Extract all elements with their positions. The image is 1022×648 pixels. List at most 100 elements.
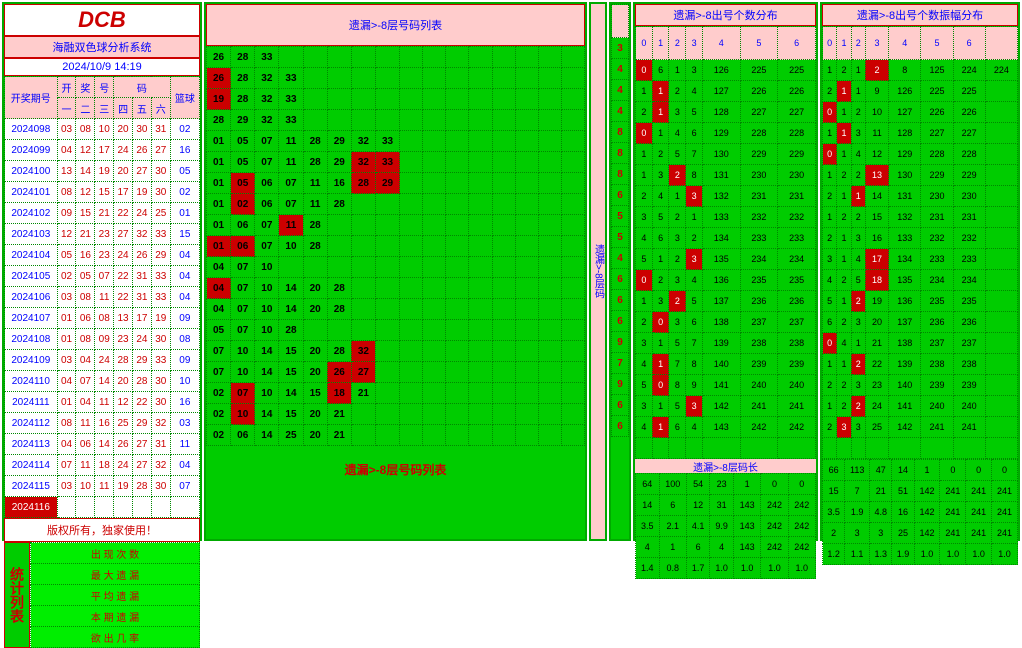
draw-num: 21 (95, 203, 114, 224)
stat-cell: 143 (733, 537, 760, 558)
mid-cell: 11 (279, 152, 303, 173)
dist-cell: 241 (740, 396, 778, 417)
dist-cell: 126 (702, 60, 740, 81)
mid-cell (492, 131, 515, 152)
mid-cell (469, 215, 492, 236)
dist-cell: 0 (636, 123, 653, 144)
dist-cell: 3 (686, 249, 703, 270)
mid-cell: 07 (207, 362, 231, 383)
dist-cell: 226 (740, 81, 778, 102)
dist-col-header: 4 (889, 27, 921, 60)
dist-cell: 1 (823, 123, 837, 144)
mid-cell: 28 (231, 47, 255, 68)
draw-num (132, 497, 151, 518)
draw-num: 31 (132, 287, 151, 308)
mid-cell: 01 (207, 194, 231, 215)
dist-cell: 229 (778, 144, 816, 165)
mid-cell (446, 320, 469, 341)
dist-cell: 4 (686, 270, 703, 291)
stat-cell: 1.0 (940, 544, 966, 565)
blue-ball: 11 (170, 434, 199, 455)
mid-cell (400, 152, 423, 173)
stat-cell: 241 (940, 523, 966, 544)
dist-cell: 231 (740, 186, 778, 207)
mid-cell: 21 (351, 383, 375, 404)
draw-num: 16 (95, 413, 114, 434)
draw-table: 开奖期号 开 奖 号 码 篮球 一二三四五六 20240980308102030… (4, 76, 200, 518)
dist-cell: 7 (686, 144, 703, 165)
dist-cell: 241 (953, 417, 985, 438)
period-id: 2024107 (5, 308, 58, 329)
dist-cell: 2 (669, 249, 686, 270)
mid-cell (492, 362, 515, 383)
dist-cell: 1 (636, 81, 653, 102)
draw-num: 26 (132, 245, 151, 266)
mid-cell (351, 299, 375, 320)
dist-cell: 229 (953, 165, 985, 186)
mid-cell (351, 404, 375, 425)
mid-cell (423, 278, 446, 299)
narrow-cell: 6 (612, 269, 629, 290)
dist-cell: 5 (686, 291, 703, 312)
period-id: 2024104 (5, 245, 58, 266)
dist-cell: 2 (636, 312, 653, 333)
mid-cell (561, 110, 584, 131)
col-header: 六 (151, 98, 170, 119)
mid-cell (538, 47, 561, 68)
dist-cell: 240 (778, 375, 816, 396)
blue-ball: 09 (170, 350, 199, 371)
dist-cell: 225 (778, 60, 816, 81)
dist-cell: 2 (851, 165, 865, 186)
dist-cell: 139 (702, 333, 740, 354)
mid-cell: 20 (303, 299, 327, 320)
mid-cell (423, 236, 446, 257)
stat-cell: 4 (636, 537, 660, 558)
mid-cell: 10 (255, 383, 279, 404)
dist-col-header: 2 (669, 27, 686, 60)
dist-cell: 8 (889, 60, 921, 81)
mid-cell: 28 (327, 194, 351, 215)
mid-cell: 26 (207, 68, 231, 89)
mid-cell (351, 194, 375, 215)
mid-cell (561, 194, 584, 215)
dist-cell: 241 (778, 396, 816, 417)
draw-num: 14 (76, 161, 95, 182)
mid-cell: 33 (279, 110, 303, 131)
blue-ball: 15 (170, 224, 199, 245)
dist-cell: 6 (652, 228, 669, 249)
mid-cell: 07 (231, 257, 255, 278)
mid-cell (423, 383, 446, 404)
dist-cell: 1 (837, 291, 851, 312)
stat-row-label: 平 均 遗 漏 (31, 585, 200, 606)
mid-cell (561, 404, 584, 425)
dist-cell: 1 (851, 60, 865, 81)
mid-cell: 15 (279, 404, 303, 425)
dist-cell: 242 (778, 417, 816, 438)
mid-cell: 05 (231, 173, 255, 194)
draw-num: 11 (95, 392, 114, 413)
draw-num: 04 (57, 140, 76, 161)
stat-cell: 64 (636, 474, 660, 495)
dist-cell: 21 (865, 333, 888, 354)
mid-cell (492, 383, 515, 404)
draw-num: 13 (114, 308, 133, 329)
dist2-title: 遗漏>-8出号个数振幅分布 (822, 4, 1018, 26)
stat-cell: 142 (914, 502, 940, 523)
dist-cell: 234 (778, 249, 816, 270)
mid-cell (400, 278, 423, 299)
mid-cell (561, 362, 584, 383)
dist-cell: 2 (823, 81, 837, 102)
mid-cell (446, 278, 469, 299)
mid-cell: 32 (255, 68, 279, 89)
mid-cell (375, 89, 399, 110)
mid-cell: 28 (327, 278, 351, 299)
h-prize: 奖 (76, 77, 95, 98)
mid-cell: 20 (303, 362, 327, 383)
mid-cell: 14 (279, 383, 303, 404)
stat-cell: 9.9 (710, 516, 734, 537)
dist-cell: 127 (702, 81, 740, 102)
mid-cell (351, 89, 375, 110)
mid-cell (538, 152, 561, 173)
mid-cell: 01 (207, 131, 231, 152)
draw-num: 32 (132, 224, 151, 245)
